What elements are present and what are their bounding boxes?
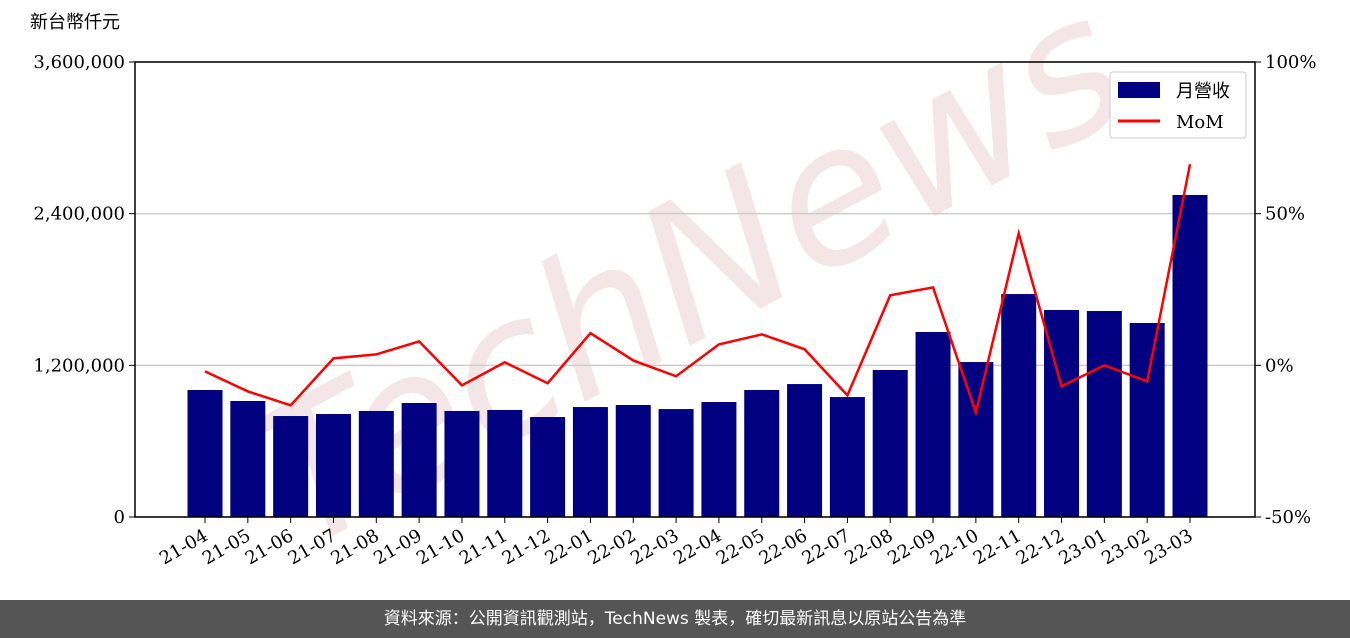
x-tick-label: 22-07	[798, 525, 853, 569]
bar	[530, 417, 566, 517]
x-tick-label: 23-02	[1098, 525, 1153, 569]
legend-label: 月營收	[1176, 81, 1230, 102]
bar	[1001, 294, 1037, 517]
bar	[701, 401, 737, 517]
line	[204, 163, 1192, 417]
y-tick-label: 0	[114, 507, 125, 528]
bar	[572, 407, 608, 517]
bar	[273, 416, 309, 517]
y-tick-label: 3,600,000	[33, 52, 125, 73]
bar	[401, 402, 437, 517]
y2-tick-label: 50%	[1265, 204, 1305, 225]
bar	[315, 413, 351, 517]
x-tick-label: 22-09	[884, 525, 939, 569]
x-tick-label: 22-02	[584, 525, 639, 569]
x-tick-label: 22-05	[713, 525, 768, 569]
x-tick-label: 22-03	[627, 525, 682, 569]
x-tick-label: 21-04	[156, 525, 211, 569]
bar	[958, 362, 994, 517]
bar	[615, 405, 651, 517]
x-tick-label: 22-12	[1013, 525, 1068, 569]
x-tick-label: 23-01	[1055, 525, 1110, 569]
x-tick-label: 22-06	[756, 525, 811, 569]
x-tick-label: 22-01	[541, 525, 596, 569]
bar	[1129, 322, 1165, 517]
bar	[658, 409, 694, 517]
bar	[915, 331, 951, 517]
x-tick-label: 21-11	[456, 525, 511, 569]
bar	[1086, 310, 1122, 517]
y2-tick-label: 0%	[1265, 355, 1294, 376]
bar	[487, 409, 523, 517]
x-tick-label: 22-04	[670, 525, 725, 569]
legend-label: MoM	[1176, 112, 1224, 133]
y2-tick-label: 100%	[1265, 52, 1316, 73]
bar	[358, 410, 394, 517]
plot-frame	[134, 61, 1256, 518]
bar	[230, 400, 266, 517]
bar	[744, 389, 780, 517]
y-tick-label: 1,200,000	[33, 355, 125, 376]
bar	[1172, 194, 1208, 517]
x-tick-label: 23-03	[1141, 525, 1196, 569]
x-tick-label: 21-06	[242, 525, 297, 569]
x-tick-label: 22-11	[970, 525, 1025, 569]
x-tick-label: 21-12	[499, 525, 554, 569]
bar	[787, 384, 823, 517]
y2-tick-label: -50%	[1265, 507, 1311, 528]
x-tick-label: 22-10	[927, 525, 982, 569]
legend-swatch	[1118, 82, 1160, 98]
x-tick-label: 22-08	[841, 525, 896, 569]
bar	[829, 397, 865, 517]
footer: 資料來源：公開資訊觀測站，TechNews 製表，確切最新訊息以原站公告為準	[0, 600, 1350, 638]
bar	[444, 410, 480, 517]
x-tick-label: 21-05	[199, 525, 254, 569]
bar	[872, 370, 908, 517]
bar	[187, 389, 223, 517]
y-axis-title: 新台幣仟元	[30, 12, 120, 33]
chart: 新台幣仟元 TechNews 01,200,0002,400,0003,600,…	[30, 0, 1316, 592]
y-tick-label: 2,400,000	[33, 204, 125, 225]
